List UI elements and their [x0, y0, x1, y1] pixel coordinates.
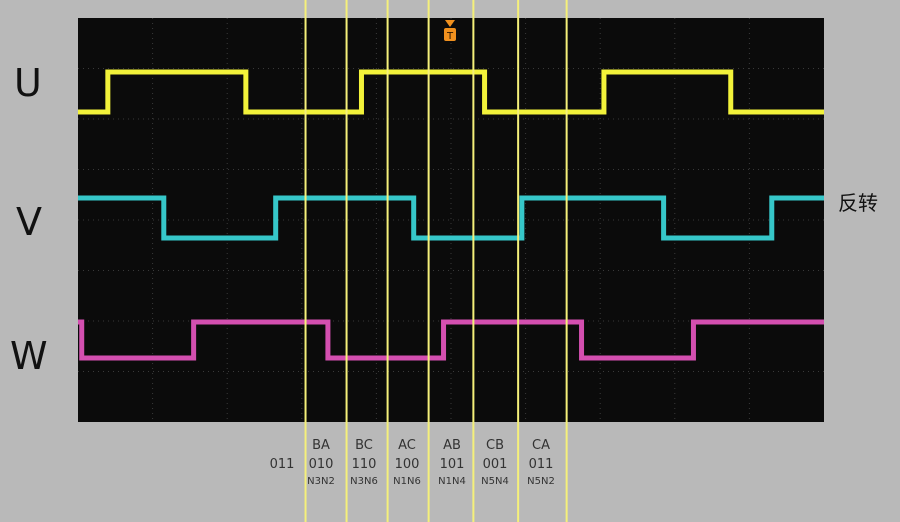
hall-code: 100: [394, 457, 420, 472]
trace-w: [78, 319, 824, 361]
trigger-label: T: [446, 31, 454, 42]
switch-pair: N5N2: [527, 476, 555, 487]
phase-pair: CB: [486, 438, 504, 453]
hall-code: 011: [528, 457, 554, 472]
code-column: CB 001 N5N4: [473, 437, 517, 489]
code-column: BC 110 N3N6: [342, 437, 386, 489]
trace-v: [78, 195, 824, 241]
code-column: BA 010 N3N2: [299, 437, 343, 489]
hall-code: 011: [269, 457, 295, 472]
hall-code: 101: [439, 457, 465, 472]
code-column: AB 101 N1N4: [430, 437, 474, 489]
hall-code: 001: [482, 457, 508, 472]
trigger-marker: T: [444, 20, 456, 42]
switch-pair: N1N4: [438, 476, 466, 487]
phase-pair: [260, 437, 304, 455]
trigger-box: [444, 28, 456, 41]
switch-pair: N5N4: [481, 476, 509, 487]
code-column: 011: [260, 437, 304, 489]
phase-pair: CA: [532, 438, 550, 453]
reverse-rotation-note: 反转: [838, 191, 878, 215]
code-column: AC 100 N1N6: [385, 437, 429, 489]
phase-pair: AC: [398, 438, 416, 453]
scope-screen: [78, 18, 824, 422]
phase-pair: BC: [355, 438, 373, 453]
switch-pair: N3N2: [307, 476, 335, 487]
switch-pair: N3N6: [350, 476, 378, 487]
hall-code: 110: [351, 457, 377, 472]
waveform-traces: [78, 69, 824, 361]
channel-label-u: U: [14, 61, 42, 105]
switch-pair: [260, 475, 304, 489]
hall-code: 010: [308, 457, 334, 472]
channel-label-w: W: [10, 334, 48, 378]
phase-marker-lines: [304, 0, 568, 522]
channel-label-v: V: [16, 200, 42, 244]
phase-pair: BA: [312, 438, 330, 453]
code-column: CA 011 N5N2: [519, 437, 563, 489]
trigger-arrow-icon: [445, 20, 455, 27]
switch-pair: N1N6: [393, 476, 421, 487]
trace-u: [78, 69, 824, 115]
phase-pair: AB: [443, 438, 461, 453]
